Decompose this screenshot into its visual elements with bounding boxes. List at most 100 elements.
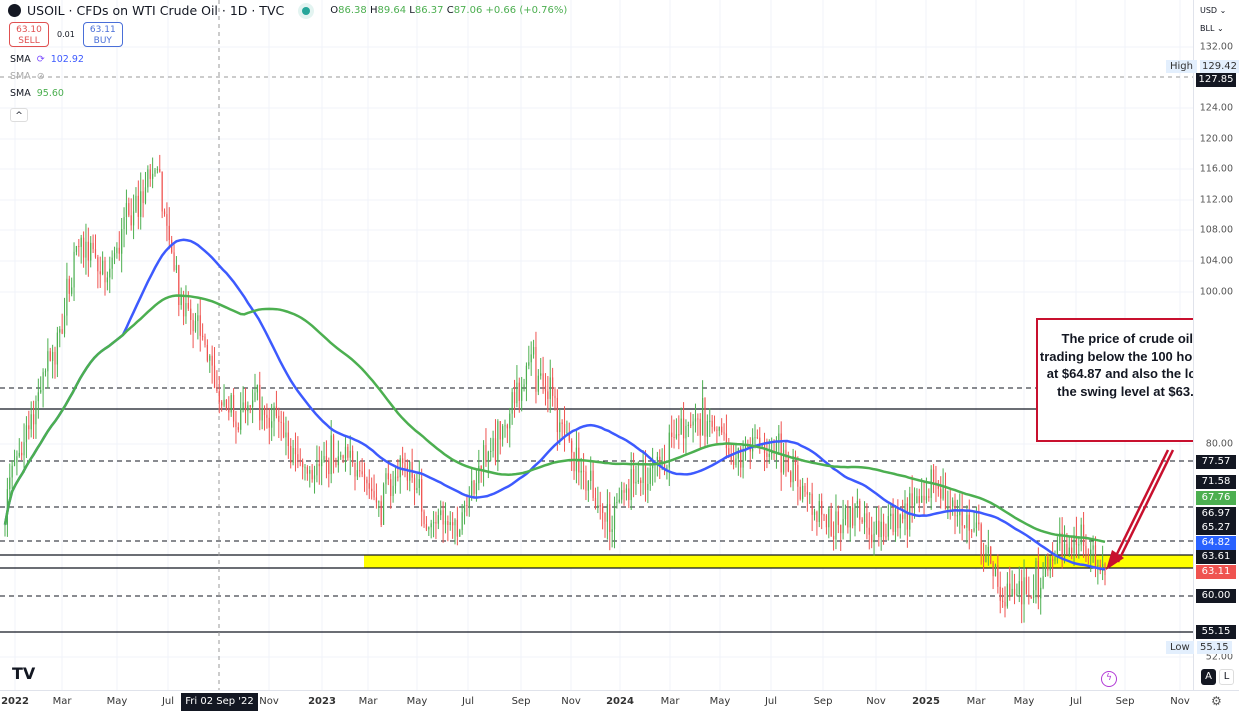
candle-body	[637, 480, 639, 482]
candle-body	[209, 355, 211, 361]
candle-body	[471, 480, 473, 498]
candle-body	[813, 511, 816, 515]
candle-body	[944, 485, 947, 510]
candle-body	[568, 432, 570, 441]
candle-body	[1032, 590, 1035, 598]
eye-off-icon[interactable]: ⊘	[36, 71, 45, 82]
candle-body	[213, 365, 216, 388]
candle-body	[273, 406, 275, 422]
candle-body	[190, 308, 192, 320]
candle-body	[25, 425, 28, 443]
candle-body	[356, 470, 358, 477]
symbol-title[interactable]: USOIL · CFDs on WTI Crude Oil · 1D · TVC	[27, 3, 285, 18]
candle-body	[602, 506, 604, 513]
candle-body	[313, 475, 316, 480]
time-label: 2022	[1, 696, 29, 707]
candle-body	[775, 443, 778, 453]
candle-body	[263, 408, 266, 415]
candle-body	[606, 504, 608, 522]
candle-body	[235, 421, 237, 428]
time-label: Mar	[966, 696, 986, 707]
candle-body	[740, 448, 742, 468]
high-label: High	[1166, 60, 1197, 73]
candle-body	[706, 421, 708, 437]
candle-body	[811, 493, 813, 515]
candle-body	[225, 399, 228, 410]
candle-body	[732, 459, 735, 465]
candle-body	[142, 191, 144, 203]
lightning-icon[interactable]: ϟ	[1101, 671, 1117, 687]
candle-body	[421, 479, 423, 512]
candle-body	[597, 505, 599, 507]
unit-select[interactable]: BLL ⌄	[1197, 21, 1235, 37]
refresh-icon[interactable]: ⟳	[36, 54, 45, 65]
time-label: Nov	[259, 696, 279, 707]
indicator-sma-3[interactable]: SMA 95.60	[10, 88, 64, 99]
candle-body	[454, 519, 456, 526]
candle-body	[963, 525, 966, 528]
symbol-header: USOIL · CFDs on WTI Crude Oil · 1D · TVC…	[8, 3, 567, 18]
candle-body	[756, 437, 758, 439]
candle-body	[106, 277, 108, 283]
candle-body	[678, 434, 680, 436]
indicator-sma-1[interactable]: SMA ⟳ 102.92	[10, 54, 84, 65]
candle-body	[304, 467, 306, 469]
candle-body	[349, 450, 351, 458]
time-label: Mar	[52, 696, 72, 707]
candle-body	[125, 203, 128, 217]
candle-body	[628, 488, 630, 501]
candle-body	[942, 485, 944, 499]
candle-body	[161, 171, 163, 212]
candle-body	[899, 514, 901, 529]
candle-body	[159, 169, 161, 172]
candle-body	[1009, 583, 1011, 596]
candle-body	[152, 173, 154, 179]
candle-body	[821, 501, 823, 515]
candle-body	[237, 427, 239, 430]
candle-body	[913, 503, 916, 506]
candle-body	[961, 511, 963, 526]
candle-body	[240, 408, 242, 430]
candle-body	[228, 409, 230, 413]
candle-body	[1004, 601, 1006, 607]
candle-body	[809, 493, 811, 495]
buy-button[interactable]: 63.11 BUY	[82, 22, 123, 47]
candle-body	[123, 216, 125, 230]
candle-body	[82, 237, 85, 258]
candle-body	[442, 510, 444, 525]
price-axis[interactable]: USD ⌄ BLL ⌄ 132.00 124.00 120.00 116.00 112.…	[1193, 0, 1239, 690]
time-label: Jul	[161, 696, 175, 707]
candle-body	[475, 483, 478, 494]
settings-icon[interactable]: ⚙	[1211, 694, 1222, 708]
candle-body	[675, 434, 678, 438]
candle-body	[518, 382, 520, 401]
candle-body	[511, 392, 513, 414]
candle-body	[478, 465, 480, 484]
time-axis[interactable]: 2022 Mar May Jul Nov 2023 Mar May Jul Sep Nov 2024 M…	[0, 690, 1239, 714]
candle-body	[866, 513, 868, 528]
time-label: May	[709, 696, 731, 707]
sell-button[interactable]: 63.10 SELL	[9, 22, 49, 47]
candle-body	[466, 505, 468, 507]
candle-body	[782, 449, 785, 473]
candle-body	[380, 501, 382, 525]
currency-select[interactable]: USD ⌄	[1197, 3, 1235, 19]
candle-body	[187, 303, 189, 309]
candle-body	[785, 449, 787, 458]
candle-body	[59, 329, 61, 333]
candle-body	[292, 448, 294, 463]
candle-body	[149, 169, 151, 179]
price-tick: 132.00	[1199, 41, 1233, 53]
log-scale-button[interactable]: L	[1219, 669, 1234, 685]
candle-body	[180, 296, 182, 306]
collapse-legend-button[interactable]: ^	[10, 108, 28, 122]
spread: 0.01	[57, 30, 75, 39]
candle-body	[747, 446, 749, 448]
indicator-sma-2[interactable]: SMA ⊘	[10, 71, 45, 82]
candle-body	[359, 470, 361, 472]
auto-scale-button[interactable]: A	[1201, 669, 1216, 685]
candle-body	[473, 480, 475, 494]
candle-body	[397, 476, 399, 478]
candle-body	[361, 471, 363, 475]
